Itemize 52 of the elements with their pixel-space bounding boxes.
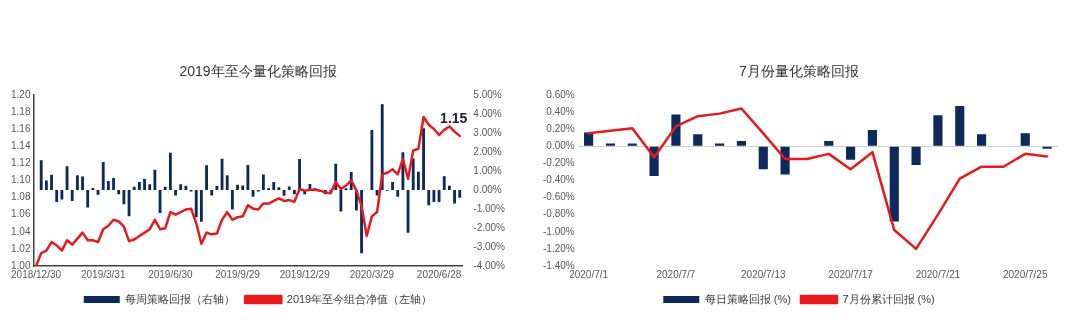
y2-tick-label: -1.00% [473, 202, 506, 214]
y-tick-label: 1.06 [10, 208, 31, 220]
y-tick-label: 1.02 [10, 242, 31, 254]
x-tick-label: 2020/7/7 [656, 268, 696, 280]
y2-tick-label: 2.00% [473, 145, 502, 157]
y2-tick-label: 3.00% [473, 126, 502, 138]
y-tick-label: 0.00% [546, 139, 575, 151]
legend-label: 2019年至今组合净值（左轴） [286, 292, 433, 305]
x-tick-label: 2020/6/28 [416, 268, 462, 280]
x-tick-label: 2019/12/29 [279, 268, 331, 280]
y-tick-label: -1.40% [543, 259, 575, 271]
y-tick-label: -0.80% [543, 208, 575, 220]
data-label: 1.15 [440, 109, 468, 126]
x-tick-label: 2020/3/29 [349, 268, 395, 280]
y2-tick-label: 0.00% [473, 183, 502, 195]
chart-title: 2019年至今量化策略回报 [179, 63, 337, 80]
y-tick-label: 0.60% [546, 88, 575, 100]
y2-tick-label: 4.00% [473, 107, 502, 119]
y2-tick-label: -3.00% [473, 240, 506, 252]
chart-title: 7月份量化策略回报 [739, 63, 859, 80]
legend-label: 每周策略回报（右轴） [125, 292, 236, 305]
y-tick-label: 1.14 [10, 139, 31, 151]
y-tick-label: 1.12 [10, 157, 31, 169]
y-tick-label: 1.16 [10, 122, 31, 134]
y-tick-label: -0.20% [543, 157, 575, 169]
y-tick-label: -1.20% [543, 242, 575, 254]
x-tick-label: 2019/6/30 [148, 268, 194, 280]
y2-tick-label: -4.00% [473, 259, 506, 271]
y-tick-label: 1.18 [10, 105, 31, 117]
x-tick-label: 2020/7/25 [1003, 268, 1048, 280]
y2-tick-label: 1.00% [473, 164, 502, 176]
y2-tick-label: -2.00% [473, 221, 506, 233]
legend-label: 7月份累计回报 (%) [842, 292, 935, 305]
y-tick-label: 0.20% [546, 122, 575, 134]
y2-tick-label: 5.00% [473, 88, 502, 100]
y-tick-label: -0.40% [543, 174, 575, 186]
x-tick-label: 2020/7/13 [741, 268, 786, 280]
y-tick-label: 1.20 [10, 88, 31, 100]
x-tick-label: 2020/7/1 [569, 268, 609, 280]
x-tick-label: 2020/7/17 [828, 268, 874, 280]
y-tick-label: 0.40% [546, 105, 575, 117]
y-tick-label: 1.10 [10, 174, 31, 186]
y-tick-label: -0.60% [543, 191, 575, 203]
y-tick-label: -1.00% [543, 225, 575, 237]
x-tick-label: 2018/12/30 [11, 268, 62, 280]
x-tick-label: 2019/3/31 [80, 268, 126, 280]
x-tick-label: 2019/9/29 [215, 268, 261, 280]
y-tick-label: 1.04 [10, 225, 31, 237]
legend-label: 每日策略回报 (%) [704, 292, 791, 305]
y-tick-label: 1.08 [10, 191, 31, 203]
x-tick-label: 2020/7/21 [915, 268, 961, 280]
y-tick-label: 1.00 [10, 259, 31, 271]
